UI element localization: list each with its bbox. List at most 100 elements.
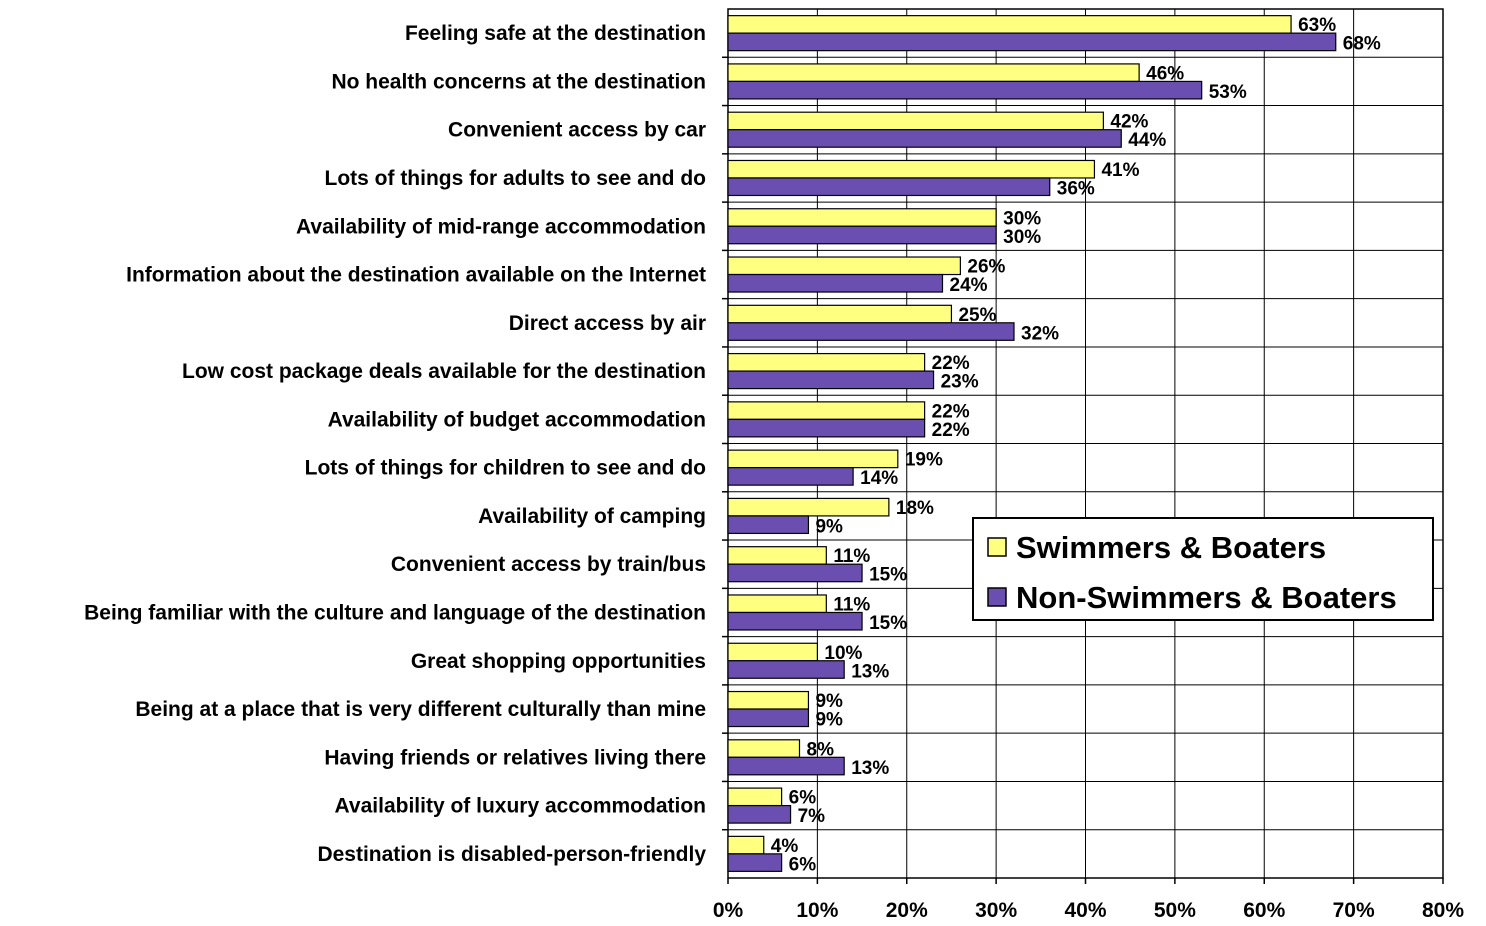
- grid-layer: [722, 8, 1444, 884]
- category-label: Lots of things for adults to see and do: [325, 167, 707, 190]
- category-label: Great shopping opportunities: [411, 650, 706, 673]
- category-label: Being familiar with the culture and lang…: [84, 601, 706, 624]
- bar-value-label-swimmers: 19%: [905, 450, 943, 471]
- bar-value-label-swimmers: 25%: [958, 305, 996, 326]
- bar-swimmers: [727, 787, 783, 807]
- bar-non-swimmers: [727, 80, 1203, 100]
- bar-value-label-swimmers: 11%: [833, 546, 870, 567]
- legend-label-non-swimmers: Non-Swimmers & Boaters: [1016, 580, 1397, 615]
- x-tick-label: 70%: [1333, 899, 1375, 922]
- bar-non-swimmers: [727, 611, 863, 631]
- bar-value-label-swimmers: 8%: [807, 739, 835, 760]
- bar-value-label-non-swimmers: 15%: [869, 565, 907, 586]
- bar-value-label-swimmers: 30%: [1003, 208, 1041, 229]
- bar-non-swimmers: [727, 322, 1015, 341]
- bar-value-label-swimmers: 4%: [771, 836, 799, 857]
- bar-value-label-non-swimmers: 9%: [815, 516, 843, 537]
- bar-swimmers: [727, 256, 961, 276]
- bar-swimmers: [727, 401, 926, 420]
- bar-value-label-non-swimmers: 13%: [851, 661, 889, 682]
- bar-non-swimmers: [727, 804, 792, 824]
- bar-value-label-non-swimmers: 13%: [851, 758, 889, 779]
- bar-non-swimmers: [727, 273, 944, 293]
- bar-value-label-swimmers: 9%: [815, 691, 843, 712]
- bar-non-swimmers: [727, 225, 997, 245]
- bar-value-label-non-swimmers: 9%: [815, 710, 843, 731]
- bar-non-swimmers: [727, 467, 854, 486]
- bar-value-label-swimmers: 22%: [932, 353, 970, 374]
- bar-value-label-non-swimmers: 30%: [1003, 227, 1041, 248]
- bar-swimmers: [727, 449, 899, 469]
- bar-non-swimmers: [727, 370, 935, 390]
- category-label: Lots of things for children to see and d…: [305, 457, 706, 480]
- category-label: Availability of camping: [478, 505, 706, 528]
- bar-non-swimmers: [727, 177, 1051, 197]
- bar-non-swimmers: [727, 756, 845, 776]
- legend: Swimmers & Boaters Non-Swimmers & Boater…: [972, 517, 1434, 621]
- bars-layer: [727, 15, 1337, 872]
- category-label: Convenient access by car: [448, 119, 706, 142]
- bar-swimmers: [727, 208, 997, 227]
- bar-value-label-non-swimmers: 68%: [1343, 34, 1381, 55]
- category-label: Availability of mid-range accommodation: [296, 215, 706, 238]
- legend-swatch-non-swimmers: [987, 587, 1007, 607]
- bar-value-label-swimmers: 63%: [1298, 15, 1336, 36]
- bar-non-swimmers: [727, 853, 783, 872]
- bar-swimmers: [727, 546, 827, 565]
- category-label: No health concerns at the destination: [331, 70, 706, 93]
- x-tick-label: 80%: [1422, 899, 1464, 922]
- x-tick-label: 40%: [1064, 899, 1106, 922]
- bar-value-label-swimmers: 41%: [1101, 160, 1139, 181]
- bar-value-label-non-swimmers: 22%: [932, 420, 970, 441]
- bar-non-swimmers: [727, 515, 810, 535]
- bar-value-label-swimmers: 10%: [824, 643, 862, 664]
- bar-value-label-non-swimmers: 23%: [941, 372, 979, 393]
- bar-swimmers: [727, 304, 953, 324]
- x-tick-label: 30%: [975, 899, 1017, 922]
- x-tick-label: 0%: [713, 899, 744, 922]
- bar-non-swimmers: [727, 563, 863, 583]
- legend-box: [972, 517, 1434, 621]
- category-label: Convenient access by train/bus: [391, 553, 706, 576]
- legend-swatch-swimmers: [987, 537, 1007, 557]
- bar-value-label-swimmers: 22%: [932, 401, 970, 422]
- bar-swimmers: [727, 835, 765, 855]
- category-label: Having friends or relatives living there: [324, 746, 706, 769]
- bar-swimmers: [727, 111, 1104, 131]
- bar-swimmers: [727, 497, 890, 517]
- legend-label-swimmers: Swimmers & Boaters: [1016, 530, 1326, 565]
- bar-value-label-non-swimmers: 7%: [798, 806, 826, 827]
- bar-swimmers: [727, 352, 926, 372]
- bar-non-swimmers: [727, 418, 926, 438]
- category-label: Direct access by air: [509, 312, 706, 335]
- bar-non-swimmers: [727, 660, 845, 679]
- bar-value-label-non-swimmers: 6%: [789, 854, 817, 875]
- x-tick-label: 20%: [886, 899, 928, 922]
- bar-swimmers: [727, 15, 1292, 34]
- labels-layer: 0% 10% 20% 30% 40% 50% 60% 70% 80% Feeling safe a…: [84, 15, 1464, 922]
- bar-swimmers: [727, 642, 818, 662]
- category-label: Information about the destination availa…: [126, 264, 706, 287]
- bar-non-swimmers: [727, 32, 1337, 52]
- bar-value-label-non-swimmers: 44%: [1128, 130, 1166, 151]
- category-label: Feeling safe at the destination: [405, 22, 706, 45]
- bar-swimmers: [727, 63, 1140, 83]
- bar-value-label-swimmers: 26%: [967, 257, 1005, 278]
- bar-value-label-non-swimmers: 15%: [869, 613, 907, 634]
- bar-value-label-swimmers: 46%: [1146, 63, 1184, 84]
- x-tick-label: 50%: [1154, 899, 1196, 922]
- category-label: Availability of luxury accommodation: [335, 795, 706, 818]
- bar-value-label-non-swimmers: 32%: [1021, 323, 1059, 344]
- bar-value-label-non-swimmers: 24%: [950, 275, 988, 296]
- bar-value-label-swimmers: 42%: [1110, 112, 1148, 133]
- x-tick-label: 60%: [1243, 899, 1285, 922]
- bar-value-label-swimmers: 11%: [833, 594, 870, 615]
- x-tick-label: 10%: [796, 899, 838, 922]
- bar-non-swimmers: [727, 708, 810, 728]
- bar-non-swimmers: [727, 129, 1122, 148]
- bar-value-label-non-swimmers: 53%: [1209, 82, 1247, 103]
- bar-swimmers: [727, 594, 827, 614]
- category-label: Destination is disabled-person-friendly: [317, 843, 706, 866]
- bar-swimmers: [727, 159, 1096, 179]
